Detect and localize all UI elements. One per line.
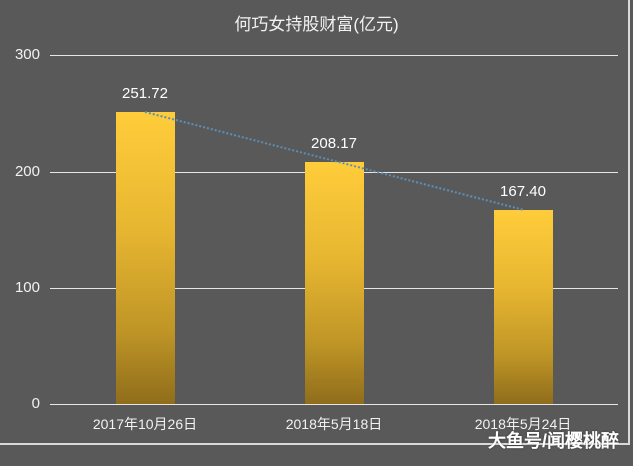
gridline-0: [50, 404, 618, 405]
bar-label-1: 251.72: [122, 85, 168, 102]
x-tick-2: 2018年5月18日: [285, 416, 383, 432]
y-tick-100: 100: [14, 279, 40, 296]
bar-2018-05-24: [494, 210, 553, 404]
bar-label-3: 167.40: [500, 183, 546, 200]
y-tick-0: 0: [31, 395, 40, 412]
gridline-300: [50, 55, 618, 56]
chart-frame: [0, 0, 630, 445]
bar-2017-10-26: [116, 112, 175, 404]
y-tick-200: 200: [14, 163, 40, 180]
y-tick-300: 300: [14, 46, 40, 63]
bar-label-2: 208.17: [311, 135, 357, 152]
x-tick-3: 2018年5月24日: [474, 416, 572, 432]
watermark: 大鱼号/闻樱桃醉: [487, 431, 619, 451]
chart-title: 何巧女持股财富(亿元): [234, 15, 399, 34]
bar-2018-05-18: [305, 162, 364, 404]
x-tick-1: 2017年10月26日: [92, 416, 198, 432]
